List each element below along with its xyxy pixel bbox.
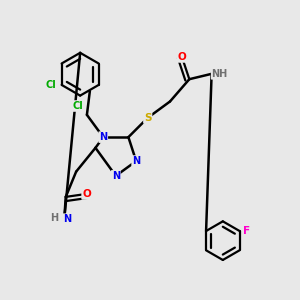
Text: Cl: Cl <box>72 101 83 111</box>
Text: O: O <box>178 52 186 62</box>
Text: N: N <box>112 171 120 181</box>
Text: Cl: Cl <box>46 80 57 90</box>
Text: O: O <box>82 189 91 199</box>
Text: N: N <box>99 132 107 142</box>
Text: F: F <box>243 226 250 236</box>
Text: H: H <box>50 213 58 223</box>
Text: NH: NH <box>212 69 228 79</box>
Text: S: S <box>144 113 152 123</box>
Text: N: N <box>63 214 71 224</box>
Text: N: N <box>132 156 140 166</box>
